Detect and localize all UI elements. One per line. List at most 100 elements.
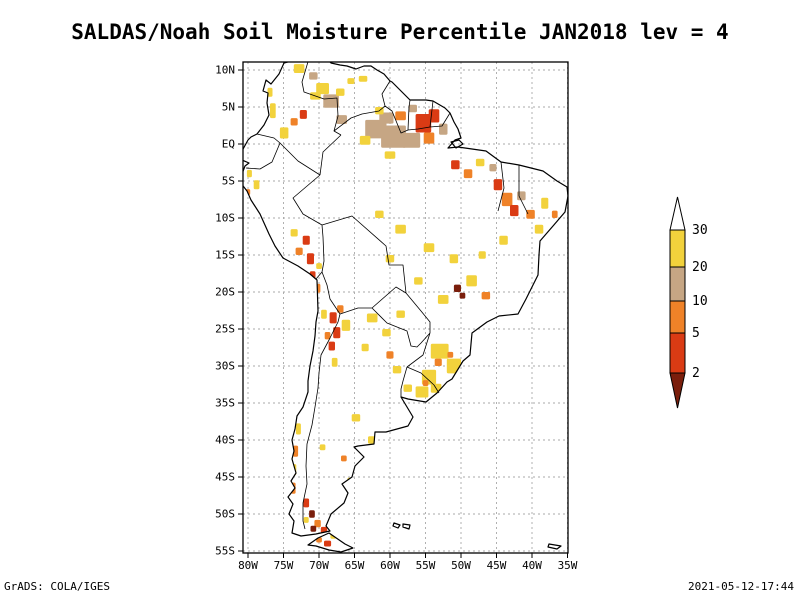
moisture-patch-le30 [303, 517, 309, 523]
lon-tick-label: 75W [274, 559, 294, 572]
moisture-patch-le30 [534, 224, 544, 234]
moisture-patch-le5 [302, 235, 310, 245]
moisture-patch-le30 [415, 386, 429, 398]
lon-tick-label: 45W [487, 559, 507, 572]
moisture-patch-le20 [379, 112, 394, 124]
soil-moisture-layer [245, 64, 558, 547]
moisture-patch-le10 [463, 169, 473, 179]
grid-layer [243, 62, 568, 553]
moisture-patch-le2 [459, 292, 466, 299]
moisture-patch-le10 [337, 305, 344, 313]
moisture-patch-le5 [306, 253, 314, 265]
moisture-patch-le30 [366, 313, 378, 323]
colorbar-label: 10 [692, 294, 708, 309]
colorbar-label: 5 [692, 326, 700, 341]
moisture-patch-le30 [403, 384, 412, 392]
falkland-islands-outline [392, 522, 411, 530]
moisture-patch-le30 [295, 423, 301, 435]
moisture-patch-le30 [414, 277, 423, 285]
grads-attribution: GrADS: COLA/IGES [4, 580, 110, 593]
moisture-patch-le30 [392, 366, 402, 374]
moisture-patch-le20 [323, 94, 339, 108]
lon-tick-label: 35W [558, 559, 578, 572]
moisture-patch-le5 [299, 110, 307, 119]
moisture-patch-le30 [446, 358, 461, 374]
plot-title: SALDAS/Noah Soil Moisture Percentile JAN… [71, 20, 729, 44]
colorbar-seg-10 [669, 300, 686, 334]
moisture-patch-le10 [290, 118, 298, 126]
south-america-coastline [243, 62, 568, 537]
moisture-patch-le20 [517, 191, 526, 201]
lon-tick-label: 80W [238, 559, 258, 572]
timestamp: 2021-05-12-17:44 [688, 580, 794, 593]
moisture-patch-le30 [253, 180, 260, 190]
moisture-patch-le30 [293, 64, 305, 73]
moisture-patch-le30 [347, 477, 355, 484]
moisture-patch-le30 [475, 158, 485, 167]
moisture-patch-le20 [402, 132, 421, 148]
moisture-patch-le10 [314, 519, 321, 528]
moisture-patch-le30 [361, 343, 369, 352]
moisture-patch-le30 [499, 235, 508, 245]
moisture-patch-le10 [293, 445, 299, 457]
moisture-patch-le10 [324, 332, 331, 340]
moisture-patch-le30 [368, 436, 377, 444]
moisture-patch-le10 [447, 351, 454, 358]
colorbar-legend: 30 20 10 5 2 [669, 196, 708, 409]
moisture-patch-le20 [309, 72, 318, 80]
moisture-patch-le30 [341, 319, 351, 331]
moisture-patch-le10 [423, 132, 435, 144]
lat-tick-label: 5S [222, 175, 235, 188]
moisture-patch-le30 [423, 243, 435, 253]
moisture-patch-le30 [466, 275, 477, 287]
lat-tick-label: 15S [215, 249, 235, 262]
moisture-patch-le10 [501, 192, 513, 207]
moisture-patch-le30 [478, 251, 486, 259]
colorbar-seg-30 [669, 229, 686, 268]
moisture-patch-le30 [336, 88, 345, 96]
colorbar-seg-20 [669, 266, 686, 302]
lon-tick-label: 70W [309, 559, 329, 572]
colorbar-label: 30 [692, 223, 708, 238]
moisture-patch-le30 [270, 103, 276, 119]
lat-tick-label: 55S [215, 545, 235, 558]
lat-tick-label: 40S [215, 434, 235, 447]
moisture-patch-le30 [359, 135, 371, 145]
lat-tick-label: 45S [215, 471, 235, 484]
moisture-patch-le10 [434, 358, 442, 366]
moisture-patch-le30 [246, 169, 252, 178]
moisture-patch-le10 [341, 455, 347, 462]
moisture-patch-le2 [453, 284, 461, 292]
moisture-patch-le5 [428, 109, 440, 123]
moisture-patch-le2 [310, 525, 317, 532]
moisture-patch-le30 [331, 357, 338, 367]
moisture-patch-le5 [415, 114, 432, 133]
moisture-patch-le20 [439, 123, 448, 135]
moisture-patch-le30 [358, 75, 368, 82]
moisture-patch-le30 [290, 229, 298, 237]
moisture-patch-le20 [408, 104, 417, 113]
moisture-patch-le10 [526, 209, 535, 219]
moisture-patch-le5 [451, 160, 460, 170]
moisture-patch-le30 [396, 310, 405, 318]
moisture-patch-le5 [324, 540, 332, 547]
moisture-patch-le30 [384, 151, 396, 159]
moisture-patch-le30 [449, 254, 459, 264]
lat-tick-label: 10N [215, 64, 235, 77]
moisture-patch-le30 [437, 295, 449, 304]
moisture-patch-le30 [385, 255, 395, 263]
moisture-patch-le30 [541, 197, 549, 209]
moisture-patch-le30 [347, 78, 355, 84]
lon-tick-label: 40W [522, 559, 542, 572]
lat-tick-label: 5N [222, 101, 235, 114]
moisture-patch-le2 [309, 510, 315, 518]
moisture-patch-le30 [267, 87, 273, 97]
moisture-patch-le20 [336, 115, 347, 124]
map-frame [242, 61, 569, 554]
lat-tick-label: 10S [215, 212, 235, 225]
moisture-patch-le5 [329, 312, 337, 324]
moisture-patch-le10 [386, 351, 394, 359]
colorbar-label: 20 [692, 260, 708, 275]
moisture-patch-le30 [321, 309, 327, 319]
